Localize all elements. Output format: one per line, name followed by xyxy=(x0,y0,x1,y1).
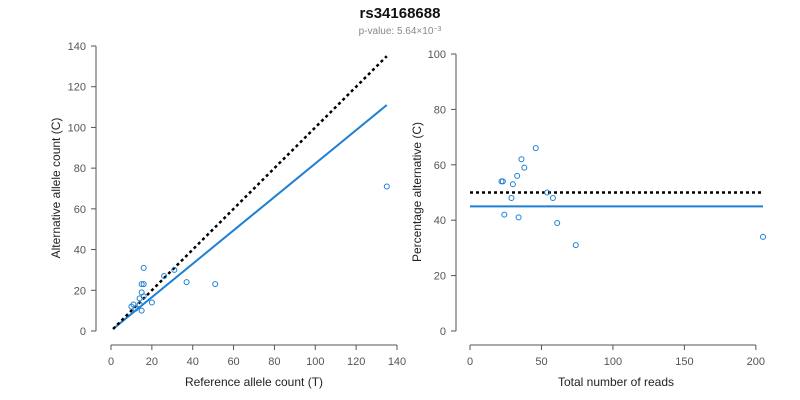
right-y-tick-label: 100 xyxy=(428,49,446,61)
right-data-point xyxy=(515,214,522,221)
right-data-point xyxy=(518,156,525,163)
pvalue-exponent: −3 xyxy=(433,26,441,33)
pvalue-text: p-value: 5.64×10 xyxy=(359,26,434,37)
right-y-tick-label: 0 xyxy=(440,326,446,338)
left-data-point xyxy=(140,293,147,300)
left-y-tick-label: 0 xyxy=(80,326,86,338)
right-x-axis-label: Total number of reads xyxy=(558,375,674,389)
left-data-point xyxy=(136,301,143,308)
left-data-point xyxy=(161,273,168,280)
right-data-point xyxy=(549,195,556,202)
right-x-tick-label: 50 xyxy=(535,356,547,368)
chart-title: rs34168688 xyxy=(360,5,441,22)
right-data-point xyxy=(521,164,528,171)
right-y-tick-label: 40 xyxy=(434,215,446,227)
left-fitted-line xyxy=(112,104,388,330)
left-y-tick-label: 100 xyxy=(68,122,86,134)
right-data-point xyxy=(499,178,506,185)
left-x-tick-label: 120 xyxy=(347,356,365,368)
left-y-tick-label: 140 xyxy=(68,41,86,53)
right-data-point xyxy=(760,233,766,240)
right-y-tick-label: 60 xyxy=(434,160,446,172)
right-data-point xyxy=(532,145,539,152)
chart-subtitle: p-value: 5.64×10−3 xyxy=(359,26,442,38)
left-panel-scatter: 0 20 40 60 80 100 120 140 0 20 40 60 80 100 120 140 Refe… xyxy=(49,41,406,389)
left-y-tick-label: 80 xyxy=(74,163,86,175)
right-x-tick-label: 100 xyxy=(604,356,622,368)
left-data-point xyxy=(138,307,145,314)
left-x-tick-label: 40 xyxy=(187,356,199,368)
right-y-axis-label: Percentage alternative (C) xyxy=(410,122,424,262)
right-panel-scatter: 0 50 100 150 200 0 20 40 60 80 100 Total number of … xyxy=(410,49,766,389)
left-data-point xyxy=(132,305,139,312)
left-y-axis-label: Alternative allele count (C) xyxy=(49,118,63,259)
left-x-tick-label: 140 xyxy=(388,356,406,368)
right-data-point xyxy=(508,195,515,202)
left-x-tick-label: 80 xyxy=(268,356,280,368)
left-data-point xyxy=(140,264,147,271)
left-data-point xyxy=(212,281,219,288)
right-data-point xyxy=(509,181,516,188)
left-data-point xyxy=(140,281,147,288)
left-data-point xyxy=(138,281,145,288)
left-x-axis-label: Reference allele count (T) xyxy=(185,375,323,389)
left-x-tick-label: 20 xyxy=(146,356,158,368)
right-data-point xyxy=(544,189,551,196)
right-x-tick-label: 150 xyxy=(675,356,693,368)
right-x-tick-label: 0 xyxy=(467,356,473,368)
left-y-tick-label: 60 xyxy=(74,204,86,216)
left-expected-ratio-line xyxy=(112,55,388,330)
left-data-point xyxy=(383,183,390,190)
left-x-tick-label: 60 xyxy=(227,356,239,368)
left-x-tick-label: 0 xyxy=(108,356,114,368)
left-y-tick-label: 120 xyxy=(68,82,86,94)
right-data-point xyxy=(514,172,521,179)
left-y-tick-label: 40 xyxy=(74,245,86,257)
left-data-point xyxy=(183,279,190,286)
right-data-point xyxy=(572,242,579,249)
left-data-point xyxy=(148,299,155,306)
right-y-tick-label: 80 xyxy=(434,104,446,116)
right-x-tick-label: 200 xyxy=(747,356,765,368)
right-y-tick-label: 20 xyxy=(434,271,446,283)
right-data-point xyxy=(554,219,561,226)
left-data-point xyxy=(171,266,178,273)
left-x-tick-label: 100 xyxy=(306,356,324,368)
left-y-tick-label: 20 xyxy=(74,285,86,297)
right-data-point xyxy=(501,211,508,218)
